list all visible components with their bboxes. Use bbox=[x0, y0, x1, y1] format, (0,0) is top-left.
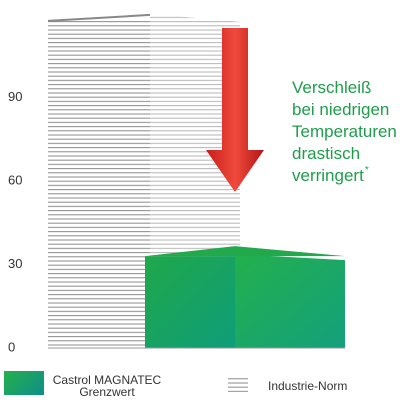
legend-label: Industrie-Norm bbox=[268, 380, 347, 392]
annotation: Temperaturen bbox=[292, 122, 397, 141]
chart: 0 30 60 90 Verschleiß bei niedrigen Temperatu… bbox=[0, 0, 420, 405]
annotation: bei niedrigen bbox=[292, 100, 389, 119]
y-tick-label: 30 bbox=[8, 256, 22, 271]
y-tick-label: 0 bbox=[8, 339, 15, 354]
annotation: drastisch bbox=[292, 144, 360, 163]
bar bbox=[145, 256, 235, 348]
page: {"chart_data": {"type": "bar3d", "catego… bbox=[0, 0, 420, 405]
annotation: Verschleiß bbox=[292, 78, 371, 97]
annotation-mark: * bbox=[365, 165, 369, 176]
bar bbox=[48, 20, 150, 348]
legend-swatch bbox=[4, 371, 44, 395]
bar-side bbox=[235, 254, 345, 348]
legend-swatch bbox=[226, 374, 252, 394]
legend-label: Castrol MAGNATEC Grenzwert bbox=[52, 374, 162, 398]
y-tick-label: 60 bbox=[8, 172, 22, 187]
annotation: verringert bbox=[292, 166, 364, 185]
y-tick-label: 90 bbox=[8, 89, 22, 104]
